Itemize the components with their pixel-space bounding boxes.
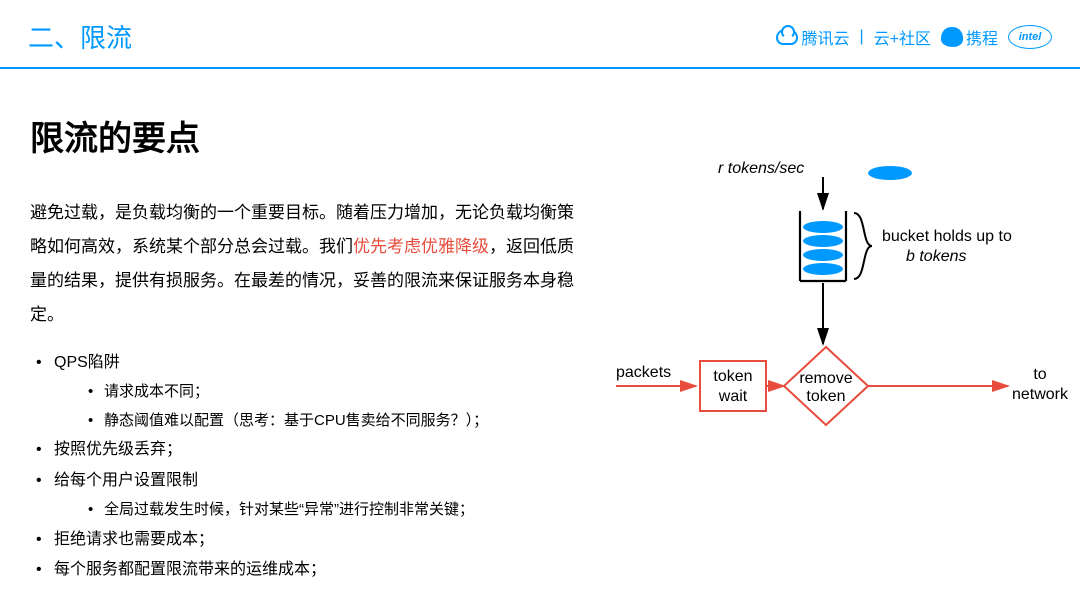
brace-icon [854,213,872,279]
intro-paragraph: 避免过载，是负载均衡的一个重要目标。随着压力增加，无论负载均衡策略如何高效，系统… [30,196,590,332]
section-label: 二、限流 [28,18,132,55]
list-item: 每个服务都配置限流带来的运维成本； [36,555,590,585]
bucket-icon [800,211,846,281]
wait-label-2: wait [718,388,748,405]
bullet-list: QPS陷阱 请求成本不同； 静态阈值难以配置（思考：基于CPU售卖给不同服务？）… [30,348,590,585]
diagram-column: r tokens/sec bucket holds up to b tokens [610,111,1060,585]
wait-label-1: token [713,368,752,385]
cloud-icon [776,29,798,45]
bullet-text: QPS陷阱 [54,354,120,371]
list-item: QPS陷阱 请求成本不同； 静态阈值难以配置（思考：基于CPU售卖给不同服务？）… [36,348,590,435]
tencent-cloud-text: 腾讯云 [801,25,849,49]
token-icon [868,166,912,180]
slide-content: 限流的要点 避免过载，是负载均衡的一个重要目标。随着压力增加，无论负载均衡策略如… [0,69,1080,585]
rate-label: r tokens/sec [718,160,804,177]
ctrip-logo: 携程 [941,25,998,49]
sub-list: 全局过载发生时候，针对某些“异常”进行控制非常关键； [54,496,590,525]
bullet-text: 给每个用户设置限制 [54,472,198,489]
bucket-label-1: bucket holds up to [882,228,1012,245]
slide-header: 二、限流 腾讯云 | 云+社区 携程 intel [0,0,1080,69]
main-title: 限流的要点 [30,111,590,160]
sponsor-logos: 腾讯云 | 云+社区 携程 intel [776,25,1052,49]
packets-label: packets [616,364,671,381]
logo-divider: | [859,28,863,46]
token-bucket-diagram: r tokens/sec bucket holds up to b tokens [610,151,1080,471]
sub-list-item: 静态阈值难以配置（思考：基于CPU售卖给不同服务？）； [88,407,590,436]
sub-list-item: 请求成本不同； [88,378,590,407]
list-item: 拒绝请求也需要成本； [36,525,590,555]
dolphin-icon [941,27,963,47]
list-item: 按照优先级丢弃； [36,435,590,465]
intel-logo: intel [1008,25,1052,49]
text-column: 限流的要点 避免过载，是负载均衡的一个重要目标。随着压力增加，无论负载均衡策略如… [30,111,590,585]
list-item: 给每个用户设置限制 全局过载发生时候，针对某些“异常”进行控制非常关键； [36,466,590,525]
bucket-label-2: b tokens [906,248,966,265]
tencent-cloud-logo: 腾讯云 [776,25,849,49]
ctrip-text: 携程 [966,25,998,49]
intro-highlight: 优先考虑优雅降级 [353,237,489,256]
sub-list: 请求成本不同； 静态阈值难以配置（思考：基于CPU售卖给不同服务？）； [54,378,590,435]
remove-label-2: token [806,388,845,405]
sub-list-item: 全局过载发生时候，针对某些“异常”进行控制非常关键； [88,496,590,525]
to-label-1: to [1033,366,1046,383]
remove-label-1: remove [799,370,852,387]
to-label-2: network [1012,386,1069,403]
cloud-community-logo: 云+社区 [874,25,931,49]
